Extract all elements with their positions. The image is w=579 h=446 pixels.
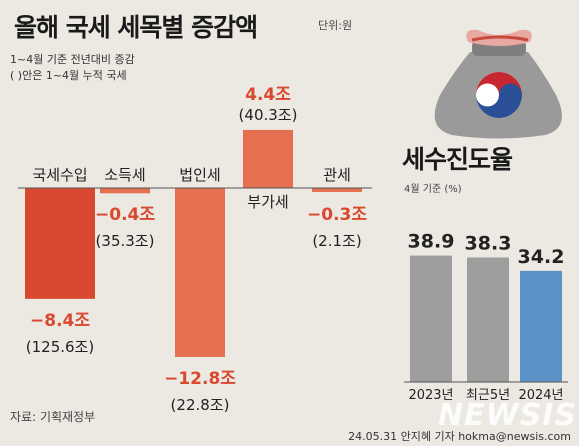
rate-bar-2: [467, 257, 509, 382]
value-label: −0.3조: [307, 205, 367, 225]
credit-line: 24.05.31 안지혜 기자 hokma@newsis.com: [348, 430, 571, 443]
rate-category-label: 2023년: [408, 388, 453, 403]
value-label: 4.4조: [245, 85, 291, 105]
bar-3: [175, 188, 225, 357]
value-label: −12.8조: [164, 369, 236, 389]
rate-category-label: 최근5년: [466, 388, 510, 403]
bar-2: [100, 188, 150, 194]
source-note: 자료: 기획재정부: [10, 410, 96, 424]
rate-category-label: 2024년: [518, 388, 563, 403]
bar-4: [243, 129, 293, 188]
category-label: 소득세: [104, 166, 145, 184]
rate-value-label: 38.9: [408, 231, 455, 253]
value-label: −8.4조: [30, 311, 90, 331]
rate-chart-title: 세수진도율: [402, 145, 513, 174]
watermark-logo: NEWSIS: [438, 398, 578, 433]
unit-label: 단위:원: [318, 19, 353, 32]
rate-bar-3: [520, 270, 562, 382]
cumulative-label: (22.8조): [171, 396, 230, 414]
rate-bar-1: [410, 255, 452, 382]
rate-value-label: 34.2: [518, 246, 565, 268]
category-label: 법인세: [179, 166, 220, 184]
category-label: 부가세: [247, 193, 288, 211]
cumulative-label: (35.3조): [96, 232, 155, 250]
chart-note: ( )안은 1~4월 누적 국세: [10, 69, 127, 82]
bar-5: [312, 188, 362, 192]
cumulative-label: (40.3조): [239, 106, 298, 124]
cumulative-label: (2.1조): [312, 232, 361, 250]
bar-1: [25, 188, 95, 299]
cumulative-label: (125.6조): [26, 338, 94, 356]
value-label: −0.4조: [95, 205, 155, 225]
category-label: 국세수입: [32, 166, 87, 184]
rate-value-label: 38.3: [465, 233, 512, 255]
page-title: 올해 국세 세목별 증감액: [14, 13, 258, 42]
category-label: 관세: [323, 166, 351, 184]
chart-note: 1~4월 기준 전년대비 증감: [10, 53, 135, 66]
rate-chart-subtitle: 4월 기준 (%): [404, 184, 462, 195]
